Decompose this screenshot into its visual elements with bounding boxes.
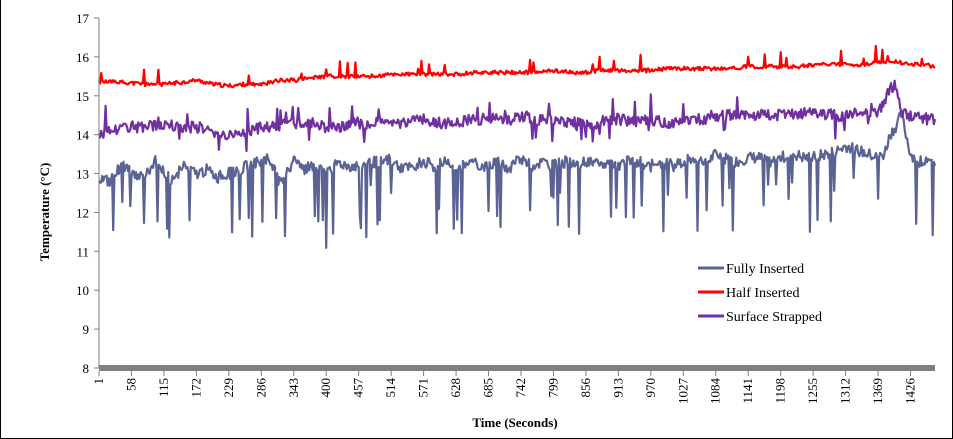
x-tick-label: 229 — [221, 378, 236, 398]
x-tick-label: 1255 — [805, 378, 820, 404]
x-tick-label: 970 — [643, 378, 658, 398]
x-tick-label: 1 — [91, 378, 106, 385]
x-tick-label: 685 — [481, 378, 496, 398]
x-tick-label: 115 — [156, 378, 171, 397]
y-tick-label: 17 — [76, 11, 90, 26]
x-tick-label: 571 — [416, 378, 431, 398]
x-axis-title: Time (Seconds) — [472, 415, 557, 430]
y-tick-label: 12 — [76, 205, 89, 220]
x-tick-label: 343 — [286, 378, 301, 398]
x-tick-label: 1312 — [838, 378, 853, 404]
y-tick-label: 10 — [76, 283, 89, 298]
y-axis: 8 9 10 11 12 13 14 15 16 17 — [76, 11, 100, 376]
x-tick-label: 856 — [578, 378, 593, 398]
y-axis-title: Temperature (°C) — [37, 163, 52, 262]
x-tick-label: 628 — [448, 378, 463, 398]
x-axis-line — [99, 365, 935, 371]
y-tick-label: 8 — [83, 361, 90, 376]
y-tick-label: 14 — [76, 128, 90, 143]
x-tick-label: 58 — [123, 378, 138, 391]
x-tick-label: 799 — [545, 378, 560, 398]
x-tick-label: 1141 — [740, 378, 755, 404]
x-tick-label: 1198 — [773, 378, 788, 404]
legend: Fully Inserted Half Inserted Surface Strap… — [698, 262, 822, 325]
y-tick-label: 9 — [83, 322, 90, 337]
x-tick-label: 913 — [610, 378, 625, 398]
x-tick-label: 172 — [188, 378, 203, 398]
series-line-2 — [97, 44, 936, 89]
x-tick-label: 514 — [383, 378, 398, 398]
y-tick-label: 11 — [76, 244, 89, 259]
x-tick-label: 1084 — [708, 378, 723, 405]
legend-label: Surface Strapped — [726, 310, 822, 325]
y-tick-label: 15 — [76, 89, 89, 104]
y-tick-label: 13 — [76, 167, 89, 182]
x-tick-label: 457 — [351, 378, 366, 398]
y-tick-label: 16 — [76, 50, 90, 65]
x-tick-label: 400 — [318, 378, 333, 398]
x-tick-label: 1027 — [675, 378, 690, 405]
legend-label: Fully Inserted — [726, 262, 804, 277]
x-axis: 1 58 115 172 229 286 343 400 457 514 571 628 685 742 7… — [91, 365, 935, 404]
x-tick-label: 286 — [253, 378, 268, 398]
series-line-1 — [98, 110, 937, 249]
x-tick-label: 742 — [513, 378, 528, 398]
x-tick-label: 1369 — [870, 378, 885, 404]
plot-area — [97, 44, 937, 249]
legend-label: Half Inserted — [726, 286, 799, 301]
series-line-3 — [97, 79, 937, 153]
x-tick-label: 1426 — [903, 378, 918, 405]
